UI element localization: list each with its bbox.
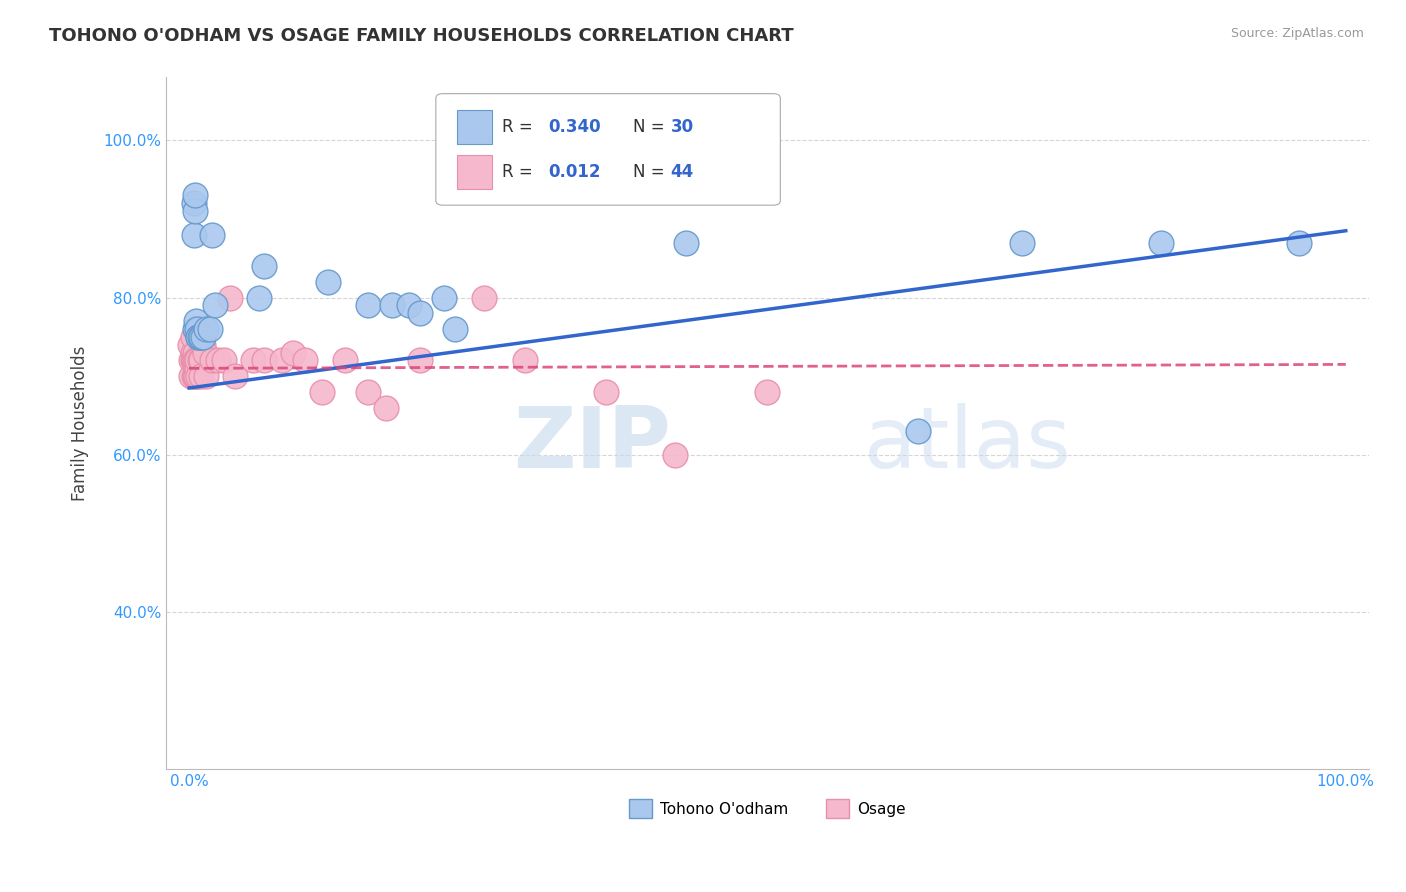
Point <box>186 361 208 376</box>
Point <box>357 298 380 312</box>
Point <box>247 291 270 305</box>
Point <box>188 353 211 368</box>
Point <box>242 353 264 368</box>
Point <box>181 330 204 344</box>
Y-axis label: Family Households: Family Households <box>72 346 89 501</box>
Text: 30: 30 <box>671 118 693 136</box>
Point <box>194 345 217 359</box>
Text: N =: N = <box>633 118 669 136</box>
Text: 0.012: 0.012 <box>548 163 600 181</box>
Text: R =: R = <box>502 118 538 136</box>
Text: 0.340: 0.340 <box>548 118 600 136</box>
Point <box>186 322 208 336</box>
Point <box>180 369 202 384</box>
Point <box>409 353 432 368</box>
Point <box>201 353 224 368</box>
Point <box>184 322 207 336</box>
Point <box>183 353 205 368</box>
Point <box>311 384 333 399</box>
Point <box>253 259 276 273</box>
Point <box>186 353 208 368</box>
Point <box>664 448 686 462</box>
Point <box>184 353 207 368</box>
Point <box>756 384 779 399</box>
Point <box>183 196 205 211</box>
Point <box>179 337 201 351</box>
Point <box>1011 235 1033 250</box>
Point <box>907 424 929 438</box>
Point <box>184 345 207 359</box>
Point <box>187 369 209 384</box>
Text: R =: R = <box>502 163 538 181</box>
Point <box>195 369 218 384</box>
Text: Source: ZipAtlas.com: Source: ZipAtlas.com <box>1230 27 1364 40</box>
Point <box>201 227 224 242</box>
Point <box>432 291 454 305</box>
Point <box>218 291 240 305</box>
Point <box>472 291 495 305</box>
Point <box>181 353 204 368</box>
Point <box>204 298 226 312</box>
Point <box>1288 235 1310 250</box>
Legend: Tohono O'odham, Osage: Tohono O'odham, Osage <box>623 793 911 824</box>
Text: N =: N = <box>633 163 669 181</box>
Point <box>191 337 214 351</box>
Point <box>270 353 292 368</box>
Point <box>409 306 432 320</box>
Point <box>335 353 357 368</box>
Point <box>184 188 207 202</box>
Point <box>187 330 209 344</box>
Point <box>224 369 246 384</box>
Point <box>294 353 316 368</box>
Point <box>190 353 212 368</box>
Point <box>374 401 396 415</box>
Point <box>190 330 212 344</box>
Point <box>183 353 205 368</box>
Point <box>595 384 617 399</box>
Point <box>444 322 467 336</box>
Point <box>184 369 207 384</box>
Point <box>195 322 218 336</box>
Point <box>283 345 305 359</box>
Point <box>198 322 221 336</box>
Point <box>181 345 204 359</box>
Point <box>183 227 205 242</box>
Point <box>357 384 380 399</box>
Text: atlas: atlas <box>863 402 1071 485</box>
Point <box>212 353 235 368</box>
Point <box>675 235 697 250</box>
Point <box>380 298 402 312</box>
Point <box>513 353 536 368</box>
Point <box>188 330 211 344</box>
Point <box>207 353 229 368</box>
Text: ZIP: ZIP <box>513 402 671 485</box>
Point <box>316 275 339 289</box>
Point <box>183 369 205 384</box>
Point <box>184 353 207 368</box>
Text: TOHONO O'ODHAM VS OSAGE FAMILY HOUSEHOLDS CORRELATION CHART: TOHONO O'ODHAM VS OSAGE FAMILY HOUSEHOLD… <box>49 27 794 45</box>
Point <box>191 330 214 344</box>
Point <box>253 353 276 368</box>
Point <box>184 361 207 376</box>
Point <box>1150 235 1173 250</box>
Point <box>180 353 202 368</box>
Point <box>184 369 207 384</box>
Point <box>184 204 207 219</box>
Point <box>184 314 207 328</box>
Text: 44: 44 <box>671 163 695 181</box>
Point <box>190 369 212 384</box>
Point <box>398 298 420 312</box>
Point <box>187 330 209 344</box>
